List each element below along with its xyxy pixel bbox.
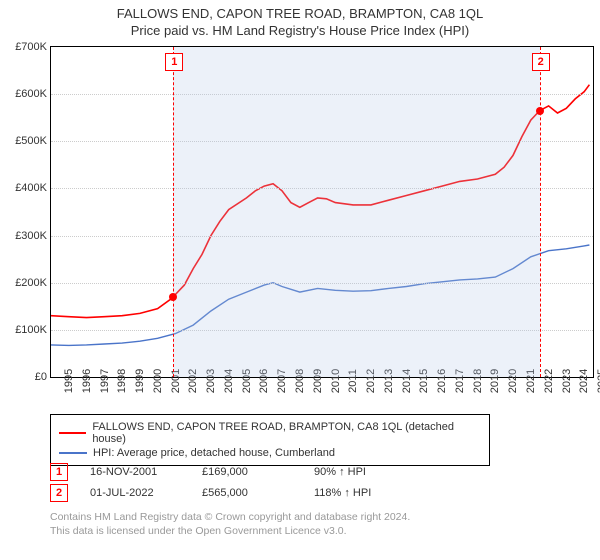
sales-table: 1 16-NOV-2001 £169,000 90% ↑ HPI 2 01-JUL-202… (50, 460, 404, 505)
ownership-band (173, 47, 539, 377)
plot-area: £0£100K£200K£300K£400K£500K£600K£700K199… (50, 46, 594, 378)
sale-dot (536, 107, 544, 115)
sale-flag: 2 (532, 53, 550, 71)
sale-row-pct: 90% ↑ HPI (314, 466, 404, 478)
chart-subtitle: Price paid vs. HM Land Registry's House … (0, 23, 600, 38)
chart-title: FALLOWS END, CAPON TREE ROAD, BRAMPTON, … (0, 6, 600, 21)
sale-row: 2 01-JUL-2022 £565,000 118% ↑ HPI (50, 484, 404, 502)
y-axis-label: £500K (15, 135, 47, 147)
sale-row-date: 16-NOV-2001 (90, 466, 180, 478)
footer-line1: Contains HM Land Registry data © Crown c… (50, 510, 410, 524)
legend-swatch-hpi (59, 452, 87, 454)
y-axis-label: £200K (15, 277, 47, 289)
footer-line2: This data is licensed under the Open Gov… (50, 524, 410, 538)
sale-row-date: 01-JUL-2022 (90, 487, 180, 499)
sale-vline (173, 47, 174, 377)
sale-row-pct: 118% ↑ HPI (314, 487, 404, 499)
sale-vline (540, 47, 541, 377)
legend: FALLOWS END, CAPON TREE ROAD, BRAMPTON, … (50, 414, 490, 466)
footer-attribution: Contains HM Land Registry data © Crown c… (50, 510, 410, 538)
y-axis-label: £600K (15, 88, 47, 100)
sale-row-price: £565,000 (202, 487, 292, 499)
sale-flag: 1 (165, 53, 183, 71)
legend-label-subject: FALLOWS END, CAPON TREE ROAD, BRAMPTON, … (92, 421, 481, 445)
legend-row-hpi: HPI: Average price, detached house, Cumb… (59, 447, 481, 459)
sale-dot (169, 293, 177, 301)
y-axis-label: £100K (15, 324, 47, 336)
sale-row: 1 16-NOV-2001 £169,000 90% ↑ HPI (50, 463, 404, 481)
sale-row-badge: 2 (50, 484, 68, 502)
legend-swatch-subject (59, 432, 86, 434)
title-block: FALLOWS END, CAPON TREE ROAD, BRAMPTON, … (0, 0, 600, 38)
sale-row-price: £169,000 (202, 466, 292, 478)
sale-row-badge: 1 (50, 463, 68, 481)
y-axis-label: £400K (15, 182, 47, 194)
legend-label-hpi: HPI: Average price, detached house, Cumb… (93, 447, 335, 459)
x-axis-label: 2025 (584, 369, 600, 393)
y-axis-label: £700K (15, 41, 47, 53)
legend-row-subject: FALLOWS END, CAPON TREE ROAD, BRAMPTON, … (59, 421, 481, 445)
figure-root: FALLOWS END, CAPON TREE ROAD, BRAMPTON, … (0, 0, 600, 560)
y-axis-label: £300K (15, 230, 47, 242)
y-axis-label: £0 (35, 371, 47, 383)
